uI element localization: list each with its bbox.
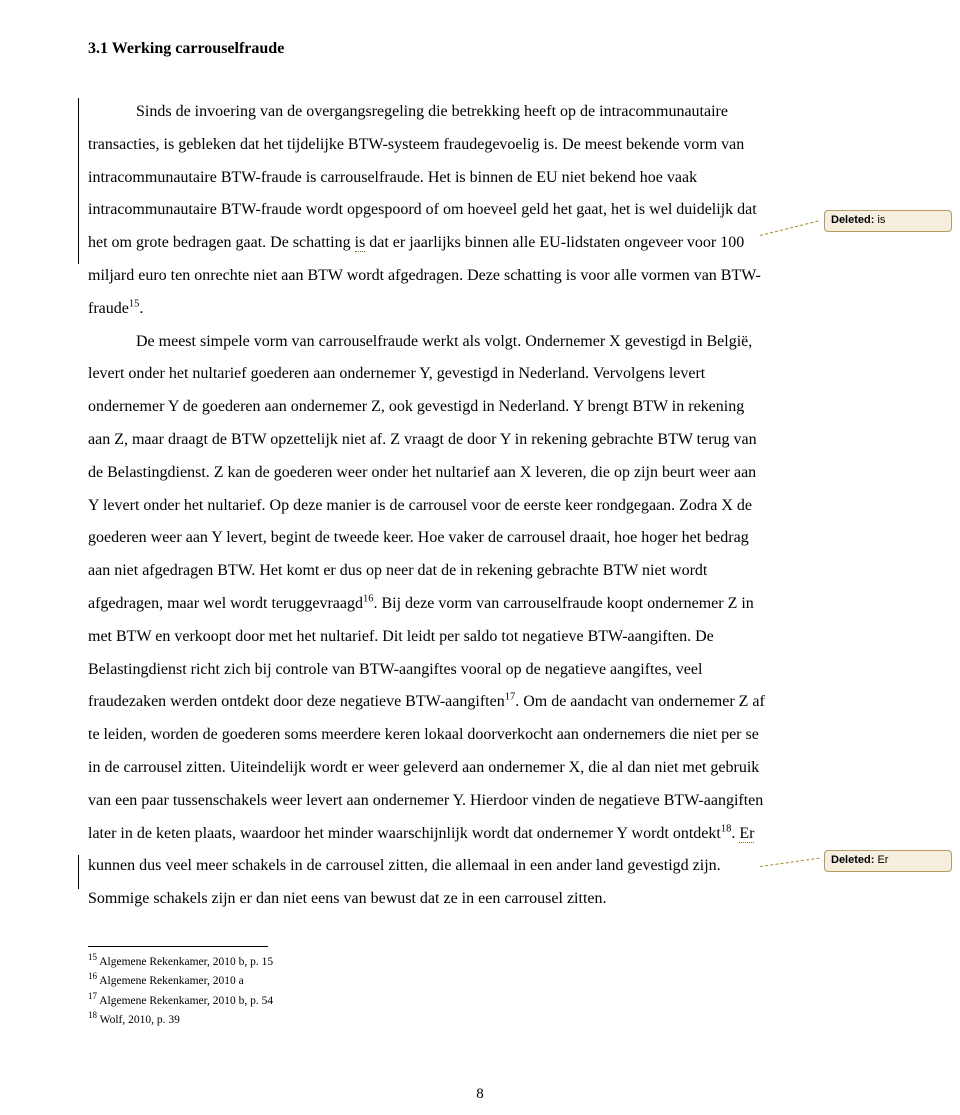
revision-mark-left-1 (78, 98, 79, 230)
fn-text-17: Algemene Rekenkamer, 2010 b, p. 54 (99, 994, 273, 1006)
footnote-ref-16: 16 (363, 594, 374, 605)
fn-text-18: Wolf, 2010, p. 39 (100, 1014, 180, 1026)
page-number: 8 (476, 1086, 484, 1103)
fn-num-16: 16 (88, 971, 97, 981)
revision-mark-left-2 (78, 230, 79, 264)
revision-mark-left-3 (78, 855, 79, 889)
fn-num-15: 15 (88, 952, 97, 962)
paragraph-1: Sinds de invoering van de overgangsregel… (88, 96, 770, 326)
balloon-2-label: Deleted: (831, 854, 877, 866)
paragraph-2: De meest simpele vorm van carrouselfraud… (88, 326, 770, 916)
footnote-ref-17: 17 (505, 692, 516, 703)
footnote-15: 15 Algemene Rekenkamer, 2010 b, p. 15 (88, 951, 770, 970)
footnote-separator (88, 946, 268, 947)
footnote-17: 17 Algemene Rekenkamer, 2010 b, p. 54 (88, 990, 770, 1009)
fn-text-16: Algemene Rekenkamer, 2010 a (99, 975, 244, 987)
fn-text-15: Algemene Rekenkamer, 2010 b, p. 15 (99, 956, 273, 968)
footnote-18: 18 Wolf, 2010, p. 39 (88, 1009, 770, 1028)
tracked-change-1: is (355, 234, 366, 252)
footnotes-block: 15 Algemene Rekenkamer, 2010 b, p. 15 16… (88, 946, 770, 1028)
balloon-2-text: Er (877, 854, 888, 866)
p2-text-c: . Om de aandacht van ondernemer Z af te … (88, 693, 765, 841)
comment-balloon-2[interactable]: Deleted: Er (824, 850, 952, 872)
p1-text-c: . (139, 300, 143, 317)
body-text: Sinds de invoering van de overgangsregel… (88, 96, 770, 916)
comment-balloon-1[interactable]: Deleted: is (824, 210, 952, 232)
p2-text-a: De meest simpele vorm van carrouselfraud… (88, 333, 757, 612)
p2-text-e: kunnen dus veel meer schakels in de carr… (88, 857, 721, 907)
fn-num-18: 18 (88, 1010, 97, 1020)
footnote-ref-18: 18 (721, 823, 732, 834)
balloon-1-label: Deleted: (831, 214, 877, 226)
footnote-16: 16 Algemene Rekenkamer, 2010 a (88, 970, 770, 989)
section-heading: 3.1 Werking carrouselfraude (88, 40, 770, 58)
fn-num-17: 17 (88, 991, 97, 1001)
p1-text-a: Sinds de invoering van de overgangsregel… (88, 103, 757, 251)
footnote-ref-15: 15 (129, 298, 140, 309)
tracked-change-2: Er (739, 825, 754, 843)
balloon-1-text: is (877, 214, 885, 226)
